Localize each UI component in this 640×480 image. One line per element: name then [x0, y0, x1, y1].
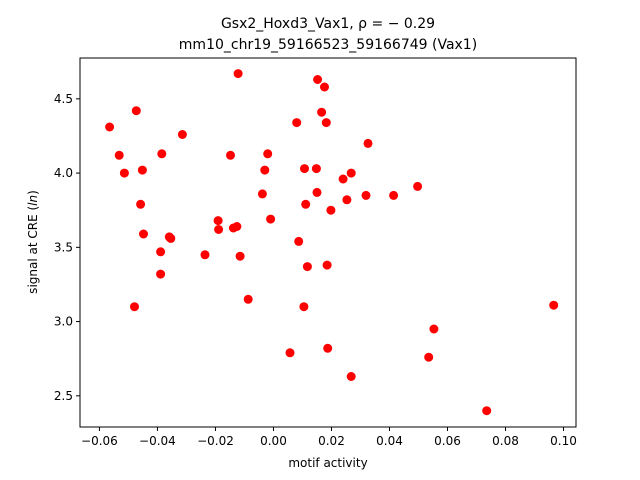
data-point-50 [413, 181, 423, 191]
data-point-24 [260, 165, 270, 175]
data-point-33 [302, 262, 312, 272]
data-point-1 [114, 150, 124, 160]
data-point-13 [177, 130, 187, 139]
data-point-54 [549, 300, 559, 310]
data-point-30 [299, 302, 309, 312]
data-point-35 [312, 187, 322, 197]
chart-title-line1: Gsx2_Hoxd3_Vax1, ρ = − 0.29 [221, 16, 435, 32]
data-point-20 [233, 69, 243, 79]
data-point-22 [243, 294, 253, 304]
data-point-27 [285, 348, 295, 358]
data-point-40 [322, 260, 332, 270]
data-point-9 [156, 247, 166, 257]
y-axis-label: signal at CRE (ln) [26, 190, 40, 294]
data-point-49 [389, 190, 399, 200]
data-point-8 [156, 269, 166, 279]
data-point-37 [317, 107, 327, 117]
data-point-15 [213, 216, 223, 226]
data-point-17 [226, 150, 235, 160]
y-axis-ticks: 2.5 3.0 3.5 4.0 4.5 [54, 92, 80, 403]
y-tick-label: 2.5 [54, 389, 73, 403]
data-point-34 [311, 164, 321, 174]
data-point-46 [346, 372, 356, 381]
y-tick-label: 3.5 [54, 240, 73, 254]
data-point-47 [361, 190, 371, 200]
x-tick-label: 0.06 [434, 434, 461, 448]
data-point-4 [131, 106, 141, 116]
data-point-16 [214, 225, 224, 234]
y-tick-label: 4.0 [54, 166, 73, 180]
data-point-41 [323, 343, 333, 353]
x-axis-label: motif activity [288, 456, 367, 470]
data-point-31 [300, 164, 309, 174]
x-tick-label: 0.00 [260, 434, 287, 448]
data-point-48 [363, 138, 373, 148]
data-point-0 [105, 122, 115, 132]
data-point-51 [424, 352, 434, 362]
data-point-14 [200, 250, 210, 260]
data-point-10 [157, 149, 167, 159]
data-point-19 [232, 222, 242, 231]
plot-area-frame [79, 57, 577, 428]
data-point-5 [136, 199, 146, 209]
data-point-53 [482, 406, 492, 416]
data-point-25 [263, 149, 273, 159]
data-point-42 [326, 205, 336, 215]
x-tick-label: 0.08 [492, 434, 519, 448]
data-point-29 [294, 236, 304, 246]
data-point-39 [321, 118, 331, 128]
data-point-32 [301, 199, 311, 209]
data-point-2 [119, 168, 129, 178]
data-point-38 [320, 82, 329, 92]
data-point-21 [235, 251, 245, 261]
data-point-36 [313, 75, 323, 84]
data-point-7 [139, 229, 148, 239]
data-point-6 [137, 165, 147, 175]
x-tick-label: 0.02 [318, 434, 345, 448]
x-tick-label: −0.06 [81, 434, 118, 448]
data-point-26 [266, 214, 276, 224]
data-points [105, 69, 559, 416]
x-axis-ticks: −0.06 −0.04 −0.02 0.00 0.02 0.04 0.06 0.08 0.10 [81, 427, 577, 448]
data-point-23 [257, 189, 267, 199]
data-point-3 [130, 302, 139, 312]
data-point-28 [292, 118, 302, 128]
x-tick-label: −0.04 [139, 434, 176, 448]
chart-title-line2: mm10_chr19_59166523_59166749 (Vax1) [179, 37, 477, 53]
data-point-43 [338, 174, 348, 184]
x-tick-label: −0.02 [197, 434, 234, 448]
data-point-12 [166, 233, 176, 243]
x-tick-label: 0.10 [550, 434, 577, 448]
y-tick-label: 4.5 [54, 92, 73, 106]
y-tick-label: 3.0 [54, 315, 73, 329]
data-point-52 [429, 324, 439, 334]
x-tick-label: 0.04 [376, 434, 403, 448]
data-point-45 [346, 168, 356, 178]
data-point-44 [342, 195, 352, 205]
